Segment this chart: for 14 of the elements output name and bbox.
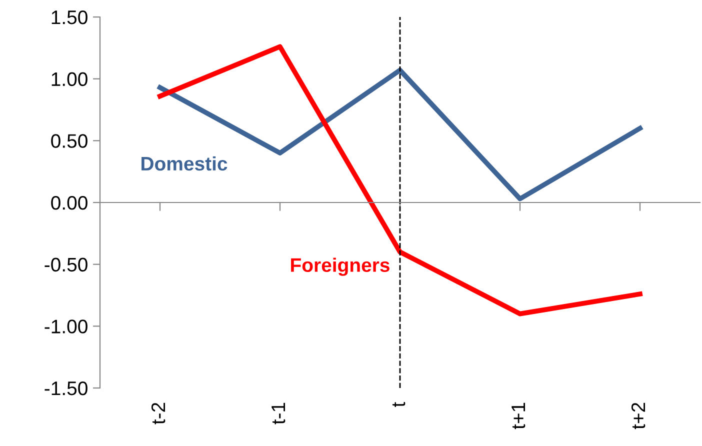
x-tick-label: t: [392, 402, 406, 407]
y-tick-label: -1.00: [44, 320, 88, 334]
x-tick-label: t+1: [512, 402, 526, 430]
x-tick-label: t-2: [151, 402, 166, 424]
y-tick-label: 0.00: [51, 196, 88, 210]
y-tick-label: -1.50: [44, 381, 88, 396]
x-tick-label: t-1: [272, 402, 286, 424]
y-tick-label: 0.50: [51, 134, 88, 148]
y-tick-label: 1.00: [52, 72, 88, 86]
y-tick-label: -0.50: [44, 258, 88, 272]
y-tick-label: 1.50: [52, 10, 88, 24]
series-label: Domestic: [142, 156, 228, 171]
series-label: Foreigners: [291, 258, 390, 276]
x-tick-label: t+2: [631, 402, 646, 430]
